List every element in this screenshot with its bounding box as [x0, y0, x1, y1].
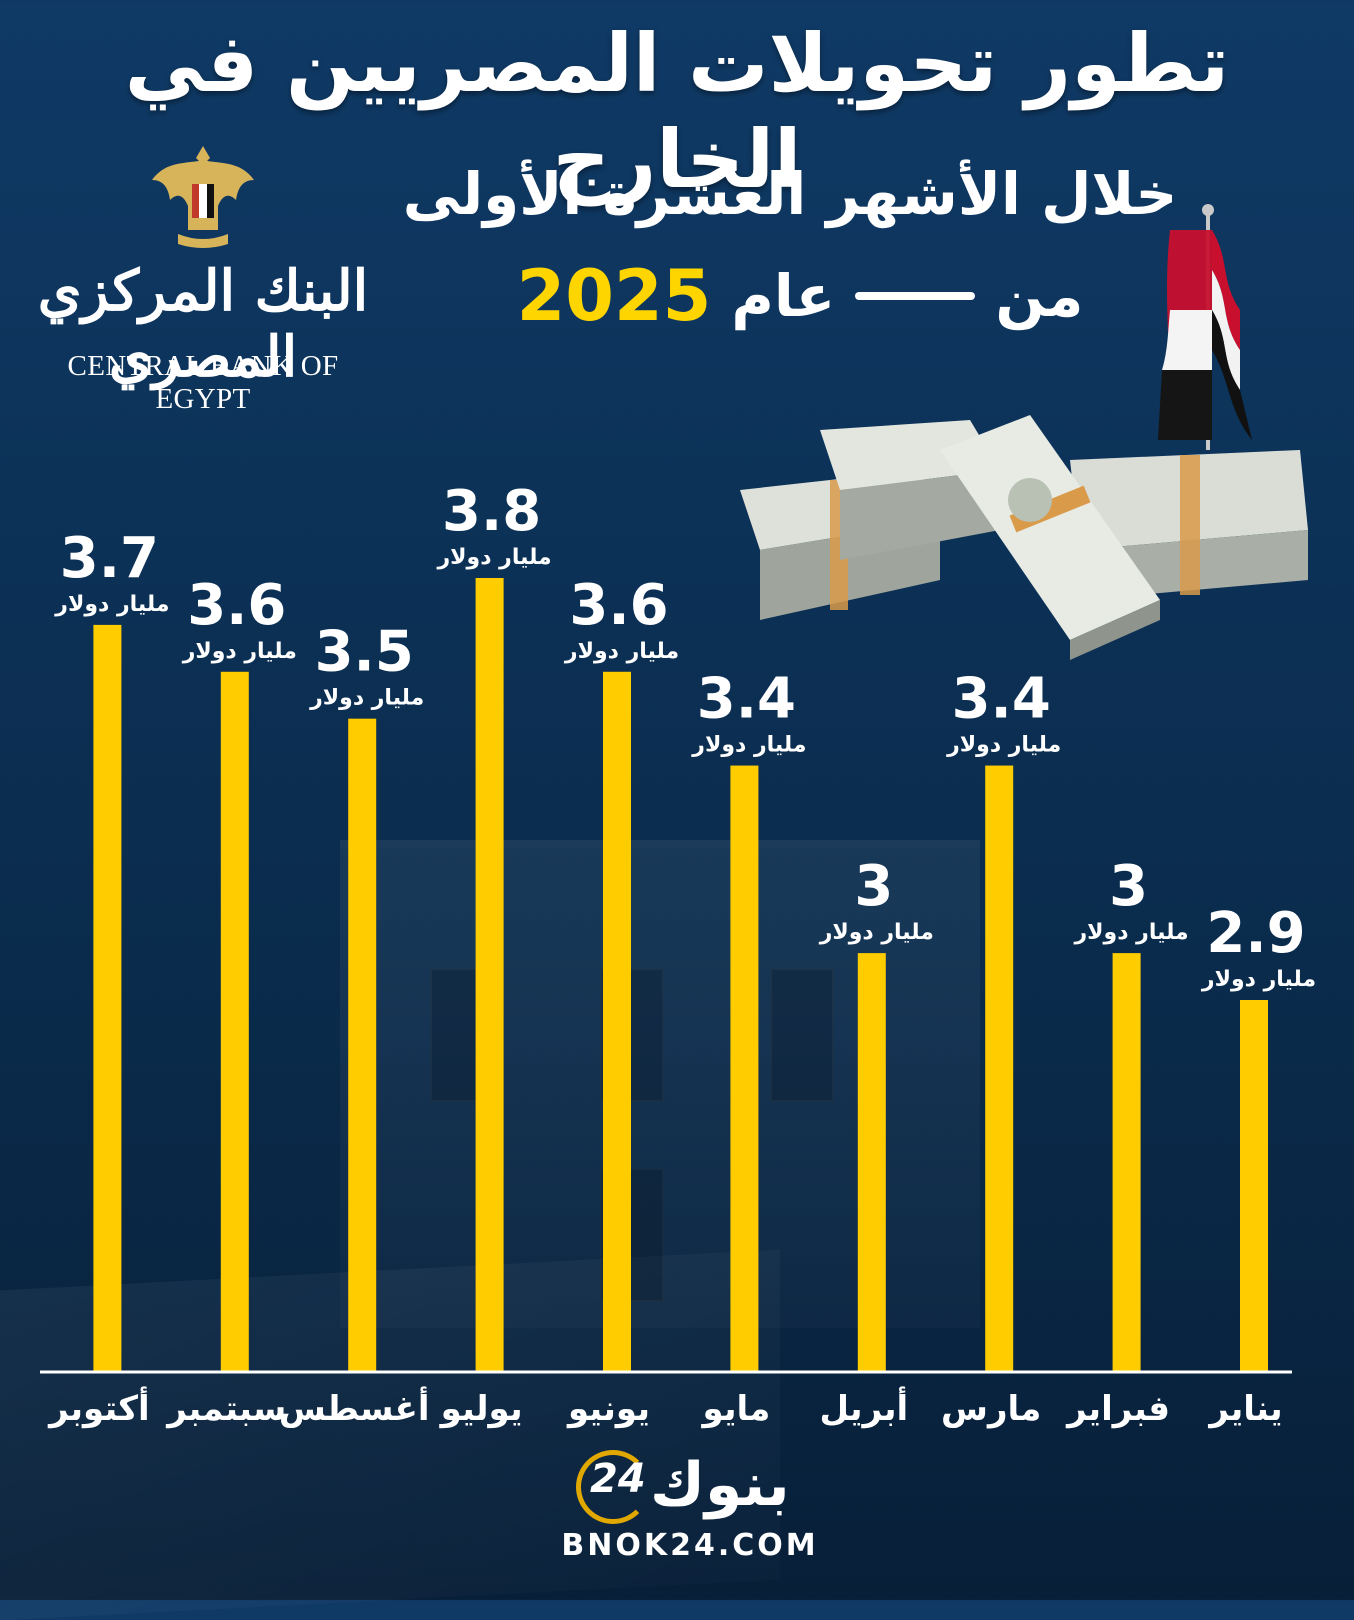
bar — [475, 578, 504, 1372]
infographic-subtitle: خلال الأشهر العشرة الأولى — [402, 160, 1178, 228]
bar-value-label: 3.6 — [187, 573, 286, 638]
subtitle-year-line: من عام 2025 — [420, 255, 1180, 337]
x-tick-label: مارس — [941, 1389, 1041, 1429]
x-tick-label: أبريل — [819, 1386, 908, 1429]
bar — [985, 765, 1014, 1372]
x-tick-label: فبراير — [1065, 1389, 1170, 1429]
bar — [603, 671, 631, 1372]
decorative-dash — [855, 292, 976, 300]
central-bank-logo: البنك المركزي المصري CENTRAL BANK OF EGY… — [18, 140, 388, 415]
x-tick-label: أكتوبر — [47, 1386, 150, 1429]
subtitle-min: من — [995, 262, 1084, 330]
bar — [348, 718, 377, 1372]
bar-value-label: 3.7 — [60, 526, 159, 591]
bar — [730, 765, 759, 1372]
bar-value-label: 3.4 — [697, 667, 796, 732]
bar-value-label: 3.6 — [569, 573, 668, 638]
bar-unit-label: مليار دولار — [182, 639, 297, 664]
money-stacks-illustration — [740, 204, 1308, 660]
bar-value-label: 3 — [1109, 854, 1148, 919]
x-tick-label: مايو — [700, 1389, 770, 1429]
bar-unit-label: مليار دولار — [691, 733, 806, 758]
bar — [857, 953, 886, 1372]
x-tick-label: يوليو — [439, 1389, 523, 1429]
bar-value-label: 3.4 — [952, 667, 1051, 732]
cbe-arabic-name: البنك المركزي المصري — [37, 258, 369, 390]
bar — [1240, 1000, 1268, 1372]
bar-unit-label: مليار دولار — [54, 592, 169, 617]
x-tick-label: يونيو — [566, 1389, 650, 1429]
infographic-title: تطور تحويلات المصريين في الخارج — [124, 17, 1230, 206]
x-tick-label: يناير — [1207, 1389, 1282, 1429]
bar — [220, 671, 249, 1372]
bar — [93, 624, 122, 1372]
bar — [1112, 953, 1141, 1372]
x-tick-label: سبتمبر — [165, 1389, 286, 1429]
bar-value-label: 3 — [854, 854, 893, 919]
brand-ring-icon — [576, 1450, 650, 1524]
bar-unit-label: مليار دولار — [564, 639, 679, 664]
bar-value-label: 3.8 — [442, 479, 541, 544]
bar-unit-label: مليار دولار — [309, 686, 424, 711]
brand-arabic-name: بنوك — [650, 1450, 790, 1520]
bar-unit-label: مليار دولار — [437, 545, 552, 570]
cbe-english-name: CENTRAL BANK OF EGYPT — [67, 350, 339, 415]
dollar-stack — [940, 415, 1160, 660]
x-tick-label: أغسطس — [279, 1386, 430, 1429]
brand-url: BNOK24.COM — [561, 1528, 819, 1563]
egypt-flag-icon — [1158, 204, 1252, 450]
dollar-stack — [820, 420, 1000, 560]
bar-value-label: 2.9 — [1206, 901, 1305, 966]
bar-value-label: 3.5 — [315, 620, 414, 685]
bar-unit-label: مليار دولار — [946, 733, 1061, 758]
eagle-emblem-icon — [152, 146, 254, 248]
bar-unit-label: مليار دولار — [819, 920, 934, 945]
subtitle-year: 2025 — [516, 255, 712, 337]
brand-number: 24 — [590, 1456, 646, 1502]
subtitle-aam: عام — [731, 262, 836, 330]
bar-unit-label: مليار دولار — [1201, 967, 1316, 992]
bar-unit-label: مليار دولار — [1074, 920, 1189, 945]
building-window — [770, 968, 834, 1102]
bnok24-brand-logo: 24 بنوك BNOK24.COM — [560, 1450, 820, 1580]
